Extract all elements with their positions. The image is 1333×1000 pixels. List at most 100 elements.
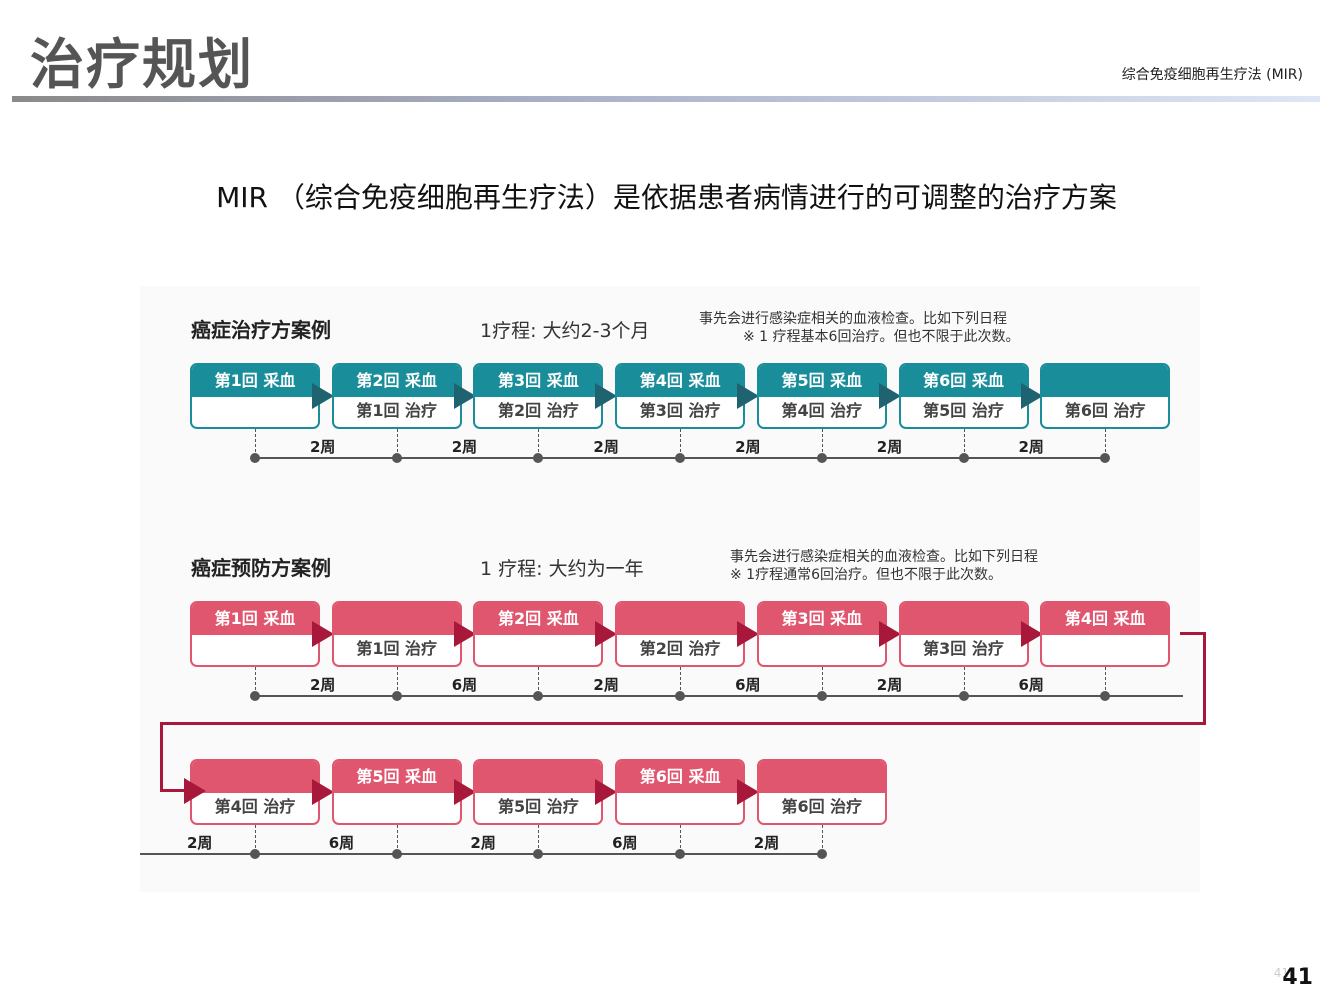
step-header-blank xyxy=(333,603,460,635)
timeline-node xyxy=(958,691,969,701)
step-blood-draw-label: 第3回 采血 xyxy=(758,603,885,635)
row-connector-right-stub xyxy=(1180,632,1205,635)
step-header-blank xyxy=(1042,365,1169,397)
step-arrow xyxy=(737,383,760,409)
step-box: 第6回 采血第5回 治疗 xyxy=(898,363,1029,429)
treatment-note-line1: 事先会进行感染症相关的血液检查。比如下列日程 xyxy=(699,311,1007,327)
step-box: 第4回 采血 xyxy=(1040,601,1171,667)
step-header-blank xyxy=(475,761,602,793)
step-arrow xyxy=(312,779,334,805)
row-connector-left-stub xyxy=(160,789,186,792)
step-arrow xyxy=(453,383,476,409)
interval-label: 2周 xyxy=(310,676,336,694)
timeline-tick xyxy=(680,429,682,457)
interval-label: 2周 xyxy=(310,438,336,456)
timeline-axis xyxy=(255,695,1183,697)
timeline-tick xyxy=(821,667,823,695)
timeline-tick xyxy=(255,429,256,457)
step-box: 第5回 采血 xyxy=(331,759,462,825)
step-box: 第4回 治疗 xyxy=(190,759,320,825)
row-connector-horizontal xyxy=(160,722,1206,725)
page-title: 治疗规划 xyxy=(30,33,254,96)
step-blood-draw-label: 第3回 采血 xyxy=(475,365,602,397)
step-treatment-label: 第3回 治疗 xyxy=(639,401,721,420)
header-divider xyxy=(12,96,1320,102)
timeline-node xyxy=(816,691,827,701)
timeline-node xyxy=(958,453,969,463)
step-box: 第4回 采血第3回 治疗 xyxy=(615,363,746,429)
timeline-node xyxy=(250,691,260,701)
timeline-axis xyxy=(140,853,822,855)
step-blood-draw-label: 第6回 采血 xyxy=(900,365,1027,397)
step-blood-draw-label: 第4回 采血 xyxy=(617,365,744,397)
row-connector-left-vertical xyxy=(160,722,163,792)
step-blood-draw-label: 第1回 采血 xyxy=(192,365,318,397)
step-blood-draw-label: 第5回 采血 xyxy=(333,761,460,793)
interval-label: 2周 xyxy=(876,676,903,694)
step-blood-draw-label: 第4回 采血 xyxy=(1042,603,1169,635)
step-treatment-label: 第6回 治疗 xyxy=(781,797,863,816)
step-arrow xyxy=(453,621,476,647)
interval-label: 6周 xyxy=(612,834,638,852)
timeline-node xyxy=(391,849,402,859)
timeline-node xyxy=(533,453,544,463)
timeline-node xyxy=(675,453,686,463)
step-header-blank xyxy=(900,603,1027,635)
interval-label: 2周 xyxy=(451,438,478,456)
timeline-node xyxy=(675,849,686,859)
step-box: 第2回 治疗 xyxy=(615,601,746,667)
interval-label: 2周 xyxy=(187,834,213,852)
interval-label: 2周 xyxy=(470,834,496,852)
timeline-tick xyxy=(680,825,682,853)
step-treatment-label: 第1回 治疗 xyxy=(356,401,438,420)
step-box: 第2回 采血 xyxy=(473,601,604,667)
step-arrow xyxy=(1020,383,1043,409)
step-arrow xyxy=(1020,621,1043,647)
step-arrow xyxy=(878,383,901,409)
step-blood-draw-label: 第1回 采血 xyxy=(192,603,318,635)
interval-label: 2周 xyxy=(593,438,619,456)
step-box: 第2回 采血 第1回 治疗 xyxy=(331,363,462,429)
step-arrow xyxy=(312,621,334,647)
timeline-tick xyxy=(396,429,398,457)
timeline-node xyxy=(533,849,544,859)
interval-label: 2周 xyxy=(753,834,780,852)
step-arrow xyxy=(595,779,618,805)
timeline-tick xyxy=(396,825,398,853)
main-heading: MIR （综合免疫细胞再生疗法）是依据患者病情进行的可调整的治疗方案 xyxy=(216,181,1117,214)
timeline-tick xyxy=(680,667,682,695)
timeline-node xyxy=(1100,691,1111,701)
step-treatment-label: 第5回 治疗 xyxy=(923,401,1004,420)
prevention-course: 1 疗程: 大约为一年 xyxy=(480,558,644,580)
interval-label: 2周 xyxy=(876,438,903,456)
timeline-tick xyxy=(963,667,965,695)
timeline-tick xyxy=(396,667,398,695)
prevention-note-line2: ※ 1疗程通常6回治疗。但也不限于此次数。 xyxy=(730,567,1002,583)
timeline-node xyxy=(533,691,544,701)
step-arrow xyxy=(595,383,618,409)
timeline-tick xyxy=(538,825,540,853)
timeline-tick xyxy=(255,667,256,695)
step-box: 第6回 治疗 xyxy=(756,759,887,825)
timeline-node xyxy=(391,453,402,463)
step-box: 第6回 治疗 xyxy=(1040,363,1171,429)
step-treatment-label: 第5回 治疗 xyxy=(498,797,579,816)
prevention-case-title: 癌症预防方案例 xyxy=(191,556,331,580)
step-treatment-label: 第2回 治疗 xyxy=(639,639,721,658)
interval-label: 2周 xyxy=(593,676,619,694)
step-arrow xyxy=(737,779,760,805)
step-arrow xyxy=(312,383,334,409)
timeline-node xyxy=(250,453,260,463)
interval-label: 2周 xyxy=(1018,438,1044,456)
step-header-blank xyxy=(192,761,318,793)
step-box: 第1回 采血 xyxy=(190,601,320,667)
step-blood-draw-label: 第6回 采血 xyxy=(617,761,744,793)
timeline-node xyxy=(250,849,260,859)
step-box: 第1回 治疗 xyxy=(331,601,462,667)
step-header-blank xyxy=(617,603,744,635)
step-arrow xyxy=(737,621,760,647)
timeline-tick xyxy=(821,429,823,457)
timeline-tick xyxy=(538,429,540,457)
treatment-schedule-figure: 癌症治疗方案例 1疗程: 大约2-3个月 事先会进行感染症相关的血液检查。比如下… xyxy=(140,286,1206,892)
timeline-tick xyxy=(821,825,823,853)
